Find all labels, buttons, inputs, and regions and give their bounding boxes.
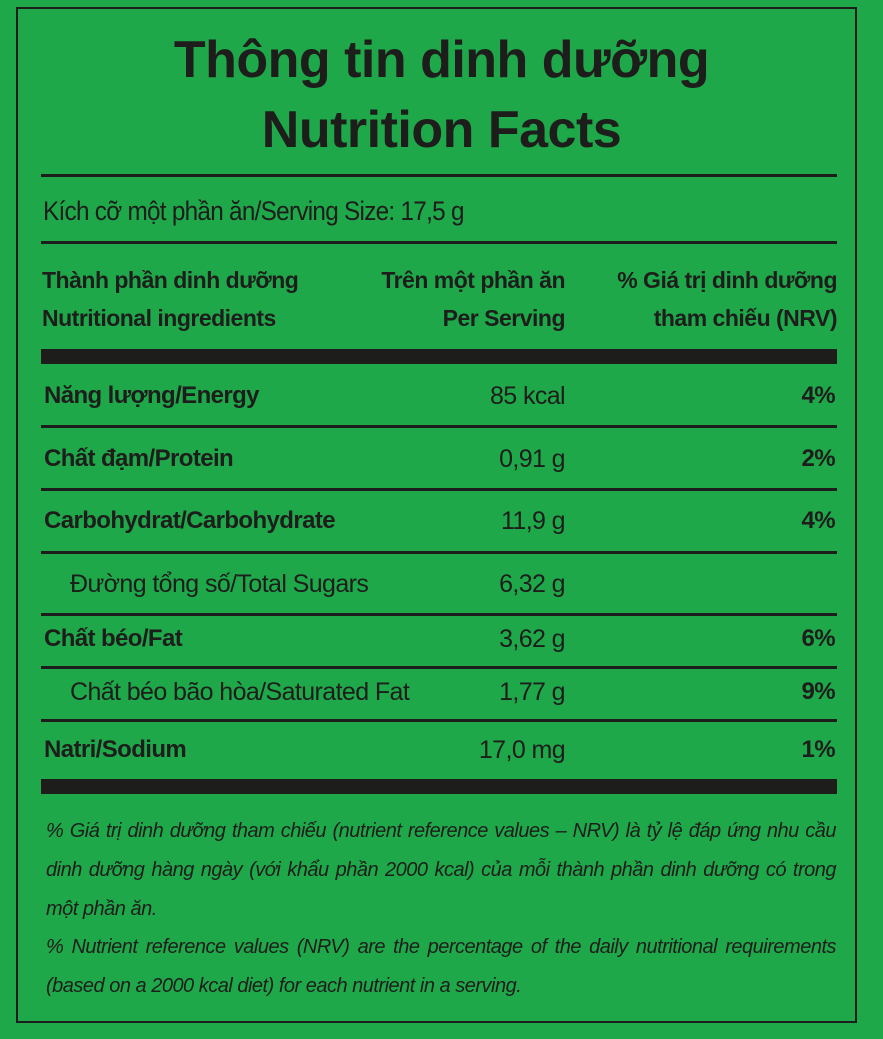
- nutrient-row-saturated-fat: Chất béo bão hòa/Saturated Fat 1,77 g 9%: [41, 675, 837, 709]
- header-per-serving-vi: Trên một phần ăn: [381, 267, 565, 293]
- nutrient-name: Carbohydrat/Carbohydrate: [44, 507, 336, 534]
- nutrient-row-carbohydrate: Carbohydrat/Carbohydrate 11,9 g 4%: [41, 504, 837, 538]
- nutrient-row-protein: Chất đạm/Protein 0,91 g 2%: [41, 442, 837, 476]
- header-nrv-line2: tham chiếu (NRV): [653, 305, 838, 331]
- title-vietnamese: Thông tin dinh dưỡng: [173, 31, 710, 89]
- header-ingredients: Thành phần dinh dưỡng Nutritional ingred…: [42, 261, 299, 337]
- nutrient-nrv: 4%: [801, 507, 836, 534]
- nutrient-nrv: 6%: [801, 625, 836, 652]
- footnote-vietnamese: % Giá trị dinh dưỡng tham chiếu (nutrien…: [46, 820, 837, 920]
- label-border: [16, 7, 857, 1023]
- serving-size: Kích cỡ một phần ăn/Serving Size: 17,5 g: [43, 196, 464, 226]
- nutrient-nrv: 9%: [801, 678, 836, 705]
- nutrient-row-sodium: Natri/Sodium 17,0 mg 1%: [41, 733, 837, 767]
- nutrient-name: Chất béo/Fat: [44, 625, 183, 652]
- divider: [41, 719, 837, 722]
- nutrient-amount: 3,62 g: [499, 625, 566, 653]
- footnote-english: % Nutrient reference values (NRV) are th…: [46, 936, 837, 997]
- divider: [41, 174, 837, 177]
- divider: [41, 488, 837, 491]
- thick-divider: [41, 349, 837, 364]
- nutrient-amount: 6,32 g: [499, 570, 566, 598]
- header-per-serving: Trên một phần ăn Per Serving: [381, 261, 565, 337]
- nutrient-name: Đường tổng số/Total Sugars: [70, 570, 369, 598]
- nutrient-nrv: 4%: [801, 382, 836, 409]
- divider: [41, 425, 837, 428]
- thick-divider: [41, 779, 837, 794]
- divider: [41, 241, 837, 244]
- nutrient-amount: 1,77 g: [499, 678, 566, 706]
- divider: [41, 613, 837, 616]
- nutrient-amount: 17,0 mg: [478, 736, 566, 764]
- nutrient-row-total-sugars: Đường tổng số/Total Sugars 6,32 g: [41, 567, 837, 601]
- nutrient-amount: 0,91 g: [499, 445, 566, 473]
- nutrient-name: Năng lượng/Energy: [44, 382, 260, 409]
- nutrient-nrv: 1%: [801, 736, 836, 763]
- nutrient-name: Natri/Sodium: [44, 736, 187, 763]
- nutrient-nrv: 2%: [801, 445, 836, 472]
- title-english: Nutrition Facts: [261, 101, 622, 159]
- header-nrv: % Giá trị dinh dưỡng tham chiếu (NRV): [617, 261, 837, 337]
- header-ingredients-vi: Thành phần dinh dưỡng: [42, 267, 299, 293]
- header-nrv-line1: % Giá trị dinh dưỡng: [617, 267, 837, 293]
- nutrient-amount: 11,9 g: [500, 507, 566, 535]
- divider: [41, 551, 837, 554]
- nutrient-name: Chất béo bão hòa/Saturated Fat: [70, 678, 410, 706]
- nutrient-row-fat: Chất béo/Fat 3,62 g 6%: [41, 622, 837, 656]
- header-ingredients-en: Nutritional ingredients: [42, 305, 276, 331]
- header-per-serving-en: Per Serving: [442, 305, 566, 331]
- nutrient-row-energy: Năng lượng/Energy 85 kcal 4%: [41, 379, 837, 413]
- nutrient-name: Chất đạm/Protein: [44, 445, 234, 472]
- nutrient-amount: 85 kcal: [489, 382, 566, 410]
- divider: [41, 666, 837, 669]
